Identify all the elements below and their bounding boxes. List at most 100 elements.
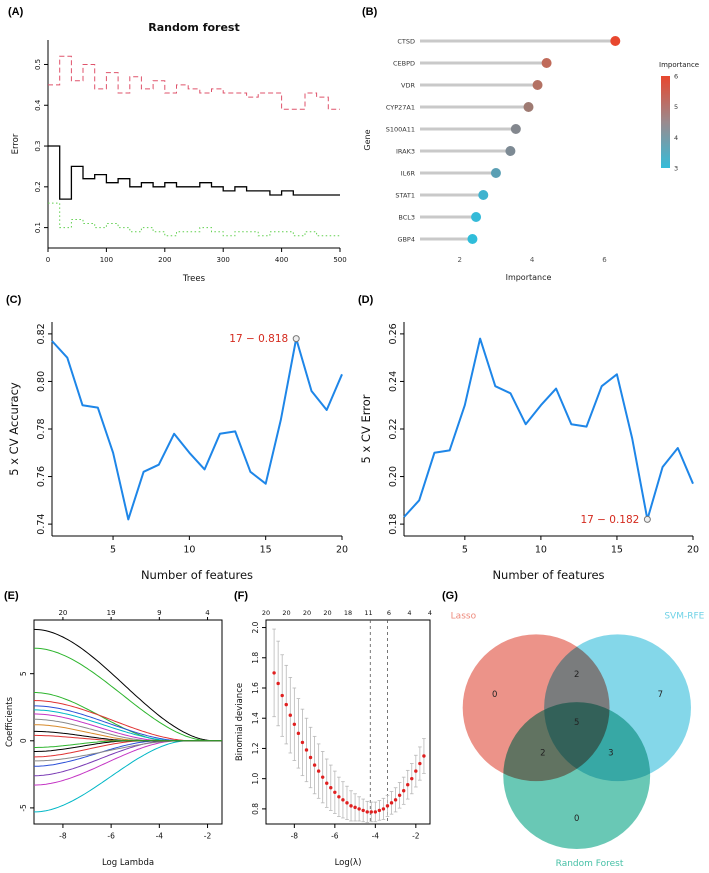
y-tick-label: -5 — [19, 804, 28, 812]
deviance-point — [276, 681, 280, 686]
panel-f-label: (F) — [234, 590, 249, 602]
df-label: 20 — [282, 609, 290, 617]
best-point-marker — [643, 515, 651, 523]
panel-b-chart: 2 4 6 Importance Gene CTSD CEBPD VDR CYP27A1 S100… — [363, 36, 699, 282]
x-tick-label: 500 — [333, 256, 346, 264]
y-tick-label: 0.4 — [34, 99, 42, 111]
panel-e-chart: -8 -6 -4 -2 Log Lambda -5 0 5 Coefficients 20 19 9 4 — [5, 609, 223, 868]
venn-count: 3 — [608, 749, 613, 759]
plot-box — [265, 619, 431, 825]
deviance-point — [401, 789, 406, 793]
panel-g: (G) Lasso SVM-RFE Random Forest 0 2 7 5 2 3 0 — [440, 588, 707, 871]
x-tick-label: 200 — [158, 256, 171, 264]
gene-dot-BCL3 — [471, 212, 482, 222]
panel-a-chart: Random forest 0 100 200 300 400 500 Trees 0.1 0.2… — [11, 21, 347, 284]
panel-c-chart: 5 10 15 20 Number of features 0.74 0.76 0.78 0.8… — [7, 322, 348, 582]
deviance-point — [397, 793, 402, 797]
gene-dot-VDR — [532, 80, 543, 90]
panel-c: (C) 5 10 15 20 Number of features 0.74 0.76 0.7… — [4, 292, 354, 584]
panel-d-label: (D) — [358, 294, 374, 306]
legend-title: Importance — [659, 61, 699, 69]
y-tick-label: 0.22 — [388, 418, 399, 439]
y-axis-label: Error — [11, 133, 21, 154]
venn-count: 0 — [574, 814, 579, 824]
deviance-point — [316, 769, 321, 773]
deviance-point — [406, 783, 410, 787]
deviance-point — [333, 790, 337, 794]
panel-g-label: (G) — [442, 590, 458, 602]
best-point-marker — [292, 335, 300, 343]
df-label: 6 — [387, 609, 391, 617]
coef-path-1 — [34, 647, 222, 742]
deviance-point — [345, 801, 349, 805]
venn-set-label: Lasso — [451, 612, 477, 622]
coef-path-0 — [33, 628, 222, 742]
gene-label: GBP4 — [397, 235, 415, 243]
y-tick-label: 1.4 — [251, 712, 260, 724]
y-tick-label: 1.6 — [251, 682, 260, 694]
df-label: 20 — [58, 609, 67, 617]
venn-count: 2 — [574, 670, 579, 680]
best-point-label: 17 − 0.182 — [580, 514, 639, 526]
deviance-point — [365, 810, 369, 814]
cv-line — [403, 337, 694, 521]
venn-count: 2 — [540, 749, 545, 759]
deviance-point — [292, 722, 297, 726]
y-tick-label: 1.8 — [251, 652, 260, 664]
x-tick-label: -4 — [372, 832, 380, 841]
y-tick-label: 0 — [19, 738, 28, 743]
gene-dot-CTSD — [610, 36, 621, 46]
df-label: 4 — [428, 609, 432, 617]
x-tick-label: 20 — [687, 545, 699, 556]
deviance-point — [389, 801, 394, 805]
y-axis-label: Gene — [363, 129, 372, 150]
x-tick-label: -6 — [331, 832, 339, 841]
x-tick-label: -8 — [291, 832, 299, 841]
x-tick-label: 0 — [46, 256, 50, 264]
gene-dot-CYP27A1 — [523, 102, 534, 112]
x-tick-label: -2 — [412, 832, 420, 841]
coef-path-11 — [34, 740, 222, 813]
x-axis-label: Log Lambda — [102, 858, 154, 868]
deviance-point — [357, 807, 361, 811]
df-label: 18 — [344, 609, 352, 617]
panel-b: (B) 2 4 6 Importance Gene CTSD CEBPD VDR CYP27A1… — [360, 4, 705, 288]
deviance-point — [381, 807, 386, 811]
deviance-point — [410, 776, 414, 781]
gene-dot-CEBPD — [541, 58, 552, 68]
panel-f: (F) -8 -6 -4 -2 Log(λ) 0.8 1.0 1.2 1.4 1.6 1.8 2.0 B… — [232, 588, 438, 871]
x-tick-label: 2 — [458, 256, 462, 264]
y-axis-label: Coefficients — [5, 696, 15, 747]
best-point-label: 17 − 0.818 — [229, 333, 288, 345]
deviance-point — [349, 804, 353, 808]
gene-label: CTSD — [397, 37, 415, 45]
deviance-point — [414, 769, 418, 773]
gene-label: CYP27A1 — [386, 103, 415, 111]
x-axis-label: Log(λ) — [335, 858, 362, 868]
df-label: 19 — [107, 609, 116, 617]
deviance-point — [288, 713, 292, 717]
series-class-error-high — [48, 55, 340, 110]
deviance-point — [422, 754, 426, 758]
deviance-point — [272, 671, 276, 675]
gene-dot-STAT1 — [478, 190, 489, 200]
y-axis-label: 5 x CV Accuracy — [7, 382, 21, 476]
x-axis-label: Number of features — [492, 568, 604, 582]
gene-label: VDR — [401, 81, 415, 89]
deviance-point — [418, 761, 422, 766]
panel-a: (A) Random forest 0 100 200 300 400 500 Trees 0.… — [6, 4, 354, 288]
series-oob-error — [48, 145, 340, 200]
y-tick-label: 5 — [19, 671, 28, 676]
deviance-point — [385, 804, 390, 808]
x-tick-label: 300 — [217, 256, 230, 264]
gene-label: STAT1 — [395, 191, 415, 199]
gene-label: IL6R — [401, 169, 416, 177]
x-axis-label: Trees — [182, 274, 206, 284]
legend-gradient-bar — [661, 76, 670, 168]
x-tick-label: 400 — [275, 256, 288, 264]
x-tick-label: -8 — [59, 832, 67, 841]
y-tick-label: 0.80 — [36, 371, 47, 392]
chart-title: Random forest — [148, 21, 239, 34]
df-label: 11 — [364, 609, 372, 617]
